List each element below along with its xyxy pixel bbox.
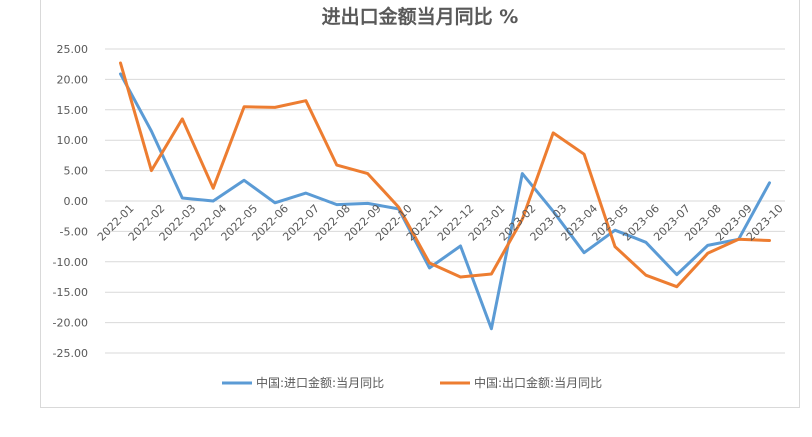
x-axis-ticks: 2022-012022-022022-032022-042022-052022-… bbox=[95, 202, 786, 244]
y-tick-label: 15.00 bbox=[57, 104, 89, 117]
y-tick-label: -20.00 bbox=[53, 317, 88, 330]
y-tick-label: 20.00 bbox=[57, 73, 89, 86]
y-tick-label: 10.00 bbox=[57, 134, 89, 147]
series-line-0 bbox=[119, 72, 771, 331]
legend-label: 中国:进口金额:当月同比 bbox=[256, 375, 384, 390]
y-tick-label: 25.00 bbox=[57, 43, 89, 56]
legend-label: 中国:出口金额:当月同比 bbox=[474, 375, 602, 390]
y-tick-label: -5.00 bbox=[60, 225, 88, 238]
y-tick-label: -25.00 bbox=[53, 347, 88, 360]
chart-title: 进出口金额当月同比 % bbox=[322, 5, 519, 28]
series-lines bbox=[119, 61, 771, 331]
legend: 中国:进口金额:当月同比 中国:出口金额:当月同比 bbox=[222, 375, 602, 390]
y-tick-label: 5.00 bbox=[64, 165, 89, 178]
y-tick-label: -15.00 bbox=[53, 286, 88, 299]
y-axis-ticks: 25.00 20.00 15.00 10.00 5.00 0.00 -5.00 -10.00 -… bbox=[53, 43, 88, 360]
y-tick-label: -10.00 bbox=[53, 256, 88, 269]
chart-frame bbox=[40, 0, 800, 408]
y-tick-label: 0.00 bbox=[64, 195, 89, 208]
series-line-1 bbox=[119, 61, 771, 289]
